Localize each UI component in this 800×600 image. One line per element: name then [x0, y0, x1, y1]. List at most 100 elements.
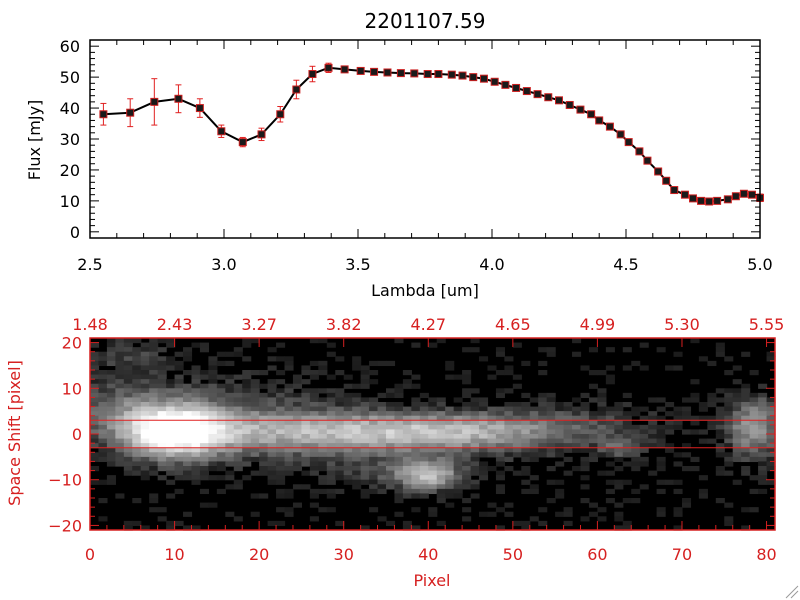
x-tick-label: 0 — [85, 545, 95, 564]
image-pixel — [242, 475, 252, 481]
image-pixel — [225, 392, 235, 399]
image-pixel — [259, 461, 269, 467]
image-pixel — [546, 466, 556, 472]
image-pixel — [343, 466, 353, 472]
flux-data-point — [174, 94, 183, 103]
image-pixel — [648, 470, 658, 476]
image-pixel — [402, 488, 412, 495]
image-pixel — [479, 397, 489, 403]
image-pixel — [546, 438, 556, 444]
image-pixel — [377, 475, 387, 481]
image-pixel — [462, 456, 472, 463]
image-pixel — [707, 438, 717, 444]
image-pixel — [673, 415, 683, 421]
image-pixel — [563, 411, 573, 417]
image-pixel — [166, 338, 176, 344]
image-pixel — [149, 383, 159, 389]
x-tick-label: 50 — [503, 545, 523, 564]
image-pixel — [174, 411, 184, 417]
image-pixel — [512, 424, 522, 431]
image-pixel — [639, 342, 649, 348]
image-pixel — [284, 434, 294, 440]
image-pixel — [335, 356, 345, 362]
image-pixel — [394, 438, 404, 444]
image-pixel — [411, 493, 421, 499]
image-pixel — [698, 493, 708, 499]
image-pixel — [487, 411, 497, 417]
image-pixel — [98, 379, 108, 385]
image-pixel — [318, 388, 328, 394]
image-pixel — [470, 429, 480, 435]
image-pixel — [673, 424, 683, 431]
image-pixel — [470, 434, 480, 440]
image-pixel — [563, 456, 573, 463]
image-pixel — [166, 356, 176, 362]
image-pixel — [149, 402, 159, 408]
image-pixel — [309, 434, 319, 440]
image-pixel — [276, 424, 286, 431]
flux-data-point — [423, 70, 432, 79]
image-pixel — [479, 420, 489, 426]
image-pixel — [546, 402, 556, 408]
image-pixel — [149, 507, 159, 513]
image-pixel — [749, 420, 759, 426]
image-pixel — [377, 447, 387, 453]
image-pixel — [149, 456, 159, 463]
image-pixel — [529, 443, 539, 449]
image-pixel — [276, 493, 286, 499]
image-pixel — [538, 397, 548, 403]
image-pixel — [504, 365, 514, 371]
image-pixel — [276, 392, 286, 399]
image-pixel — [597, 516, 607, 522]
image-pixel — [572, 415, 582, 421]
image-pixel — [622, 365, 632, 371]
image-pixel — [208, 374, 218, 380]
image-pixel — [90, 411, 100, 417]
image-pixel — [318, 429, 328, 435]
image-pixel — [411, 507, 421, 513]
image-pixel — [529, 397, 539, 403]
image-pixel — [352, 461, 362, 467]
image-pixel — [715, 342, 725, 348]
image-pixel — [301, 365, 311, 371]
image-pixel — [326, 466, 336, 472]
x-tick-label: 60 — [587, 545, 607, 564]
image-pixel — [301, 470, 311, 476]
image-pixel — [98, 351, 108, 357]
image-pixel — [292, 434, 303, 440]
image-pixel — [123, 365, 133, 371]
image-pixel — [656, 488, 666, 495]
image-pixel — [166, 392, 176, 399]
image-pixel — [411, 479, 421, 485]
image-pixel — [132, 351, 142, 357]
image-pixel — [487, 443, 497, 449]
x-tick-label: 5.0 — [747, 255, 772, 274]
image-pixel — [208, 475, 218, 481]
image-pixel — [673, 507, 683, 513]
image-pixel — [487, 424, 497, 431]
image-pixel — [715, 443, 725, 449]
image-pixel — [250, 397, 260, 403]
image-pixel — [369, 420, 379, 426]
image-pixel — [98, 456, 108, 463]
image-pixel — [428, 438, 438, 444]
spectrum-2d-image — [90, 338, 776, 531]
image-pixel — [216, 452, 226, 458]
image-pixel — [157, 507, 167, 513]
image-pixel — [216, 420, 226, 426]
image-pixel — [140, 525, 150, 531]
image-pixel — [301, 406, 311, 412]
resize-grip-icon[interactable] — [785, 585, 799, 599]
image-pixel — [394, 424, 404, 431]
image-pixel — [115, 392, 125, 399]
image-pixel — [479, 429, 489, 435]
image-pixel — [622, 347, 632, 353]
image-pixel — [132, 411, 142, 417]
image-pixel — [453, 475, 463, 481]
y-tick-label: 0 — [70, 223, 80, 242]
image-pixel — [183, 447, 193, 453]
image-pixel — [233, 351, 243, 357]
image-pixel — [504, 443, 514, 449]
image-pixel — [402, 411, 412, 417]
image-pixel — [326, 452, 336, 458]
